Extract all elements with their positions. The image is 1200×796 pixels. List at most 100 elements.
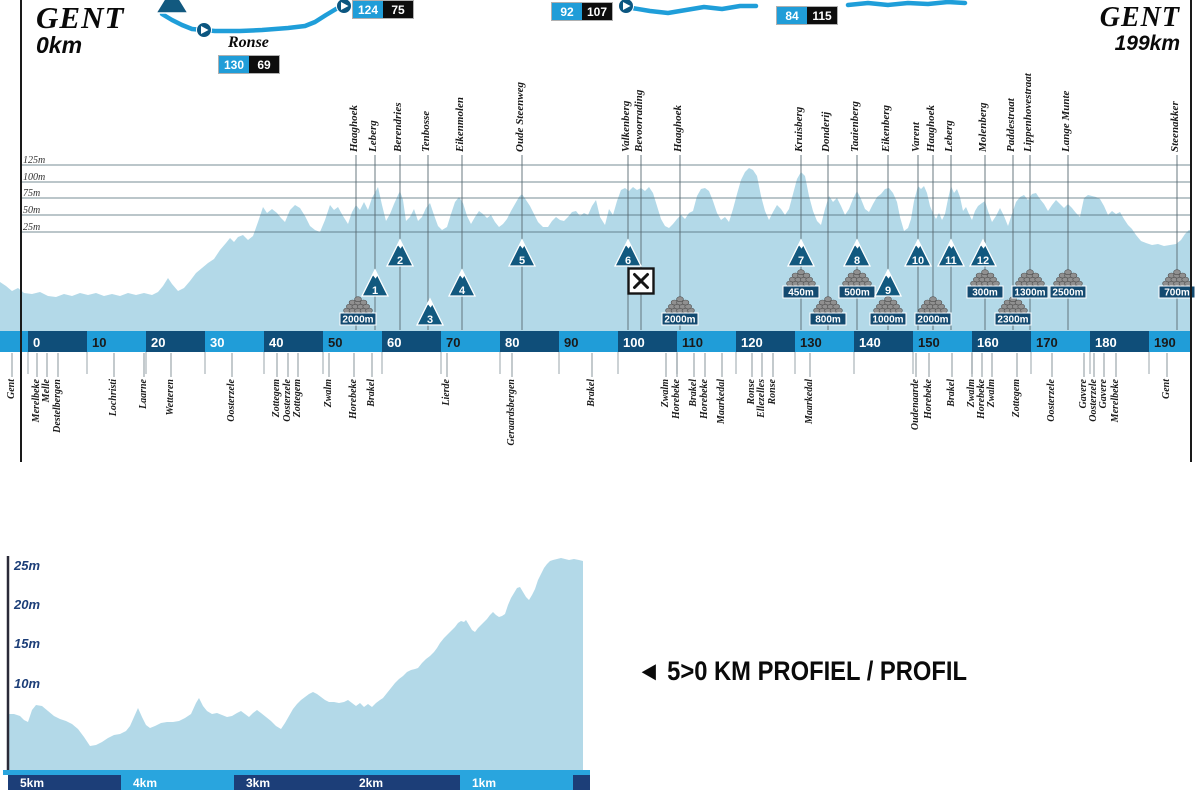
snow-cap: [425, 299, 435, 308]
snow-cap: [370, 270, 380, 279]
km-tick-label: 140: [859, 335, 881, 350]
cobble-stone: [681, 299, 690, 306]
km-badge: 124 75: [352, 0, 414, 19]
km-tick-label: 110: [682, 335, 703, 350]
town-label: Horebeke: [671, 379, 682, 419]
climb-label: Kruisberg: [793, 106, 805, 152]
final-bar-strip: [3, 770, 590, 775]
gridline-label: 75m: [23, 188, 40, 199]
town-label: Zwalm: [323, 379, 334, 408]
climb-label: Berendries: [392, 102, 404, 153]
km-tick-label: 120: [741, 335, 763, 350]
cobble-stone: [1069, 272, 1078, 279]
snow-cap: [517, 240, 527, 249]
final-km-label: 5km: [20, 776, 44, 790]
cobble-stone: [1178, 272, 1187, 279]
cobble-length-box: [661, 312, 699, 326]
cobble-length-box: [339, 312, 377, 326]
cobble-length-label: 2000m: [664, 315, 695, 326]
town-label: Gent: [6, 379, 17, 399]
cobble-stone: [986, 272, 995, 279]
cobble-stone: [853, 269, 861, 276]
mountain-shape: [786, 238, 816, 267]
final-bar-segment: [234, 775, 347, 790]
km-bar-leadin: [0, 331, 28, 352]
town-label: Brakel: [366, 379, 377, 407]
cobble-stone: [802, 272, 811, 279]
climb-label: Haaghoek: [348, 104, 360, 152]
mountain-shape: [507, 238, 537, 267]
climb-label: Bevoorrading: [633, 89, 645, 152]
km-done-value: 92: [552, 3, 582, 20]
climb-label: Lippenhovestraat: [1022, 73, 1034, 152]
final-y-label: 15m: [14, 636, 40, 651]
start-km-label: 0km: [36, 32, 83, 58]
cobbles-icon: 700m: [1158, 269, 1196, 299]
mountain-shape: [385, 238, 415, 267]
km-tick-label: 60: [387, 335, 401, 350]
final-y-label: 10m: [14, 676, 40, 691]
km-done-value: 84: [777, 7, 807, 24]
route-line-1: [629, 3, 759, 16]
snow-cap: [978, 240, 988, 249]
climb-label: Eikenberg: [880, 104, 892, 152]
climb-number: 5: [519, 255, 525, 267]
climb-number-icon: 7: [786, 238, 816, 267]
climb-number: 3: [427, 314, 433, 326]
final-km-label: 2km: [359, 776, 383, 790]
final-elevation-area: [8, 558, 583, 770]
km-bar-segment: [87, 331, 146, 352]
climb-label: Leberg: [367, 120, 379, 152]
cobble-stone: [354, 296, 362, 303]
cobbles-icon: 2000m: [914, 296, 952, 326]
page-border-left: [20, 0, 22, 462]
cobble-length-box: [1011, 285, 1049, 299]
route-arrow-head: [623, 2, 631, 10]
final-5km-caption: ◄ 5>0 KM PROFIEL / PROFIL: [637, 656, 968, 686]
final-km-label: 4km: [133, 776, 157, 790]
km-bar-segment: [264, 331, 323, 352]
climb-label: Haaghoek: [925, 104, 937, 152]
snow-cap: [796, 240, 806, 249]
km-tick-label: 100: [623, 335, 645, 350]
km-bar-segment: [1090, 331, 1149, 352]
gridline-label: 25m: [23, 222, 40, 233]
cobble-length-box: [994, 312, 1032, 326]
km-tick-label: 190: [1154, 335, 1176, 350]
town-label: Geraardsbergen: [506, 379, 517, 446]
cobble-length-label: 700m: [1164, 288, 1190, 299]
route-map: [154, 0, 968, 38]
start-city-label: GENT: [36, 0, 125, 35]
km-bar-segment: [795, 331, 854, 352]
cobble-length-label: 300m: [972, 288, 998, 299]
final-5km-chart: 25m 20m 15m 10m 5km 4km 3km 2km 1km: [3, 556, 590, 790]
km-tick-label: 170: [1036, 335, 1058, 350]
km-togo-value: 69: [249, 56, 279, 73]
climb-label: Eikenmolen: [454, 96, 466, 152]
km-bar-segment: [559, 331, 618, 352]
mountain-shape: [842, 238, 872, 267]
climb-number: 10: [912, 255, 924, 267]
cobble-length-box: [838, 285, 876, 299]
town-label: Lochristi: [108, 379, 119, 417]
finish-header: GENT 199km: [1099, 2, 1180, 56]
km-tick-label: 80: [505, 335, 519, 350]
marker-icons: 2000m 2000m 450m 800m 500m 1000m 2000m 300m 2300…: [339, 238, 1196, 326]
cobbles-icon: 1300m: [1011, 269, 1049, 299]
cobble-stone: [858, 272, 867, 279]
town-label: Lierde: [441, 379, 452, 406]
km-bar-segment: [146, 331, 205, 352]
feed-zone-icon: [627, 267, 655, 295]
km-tick-label: 10: [92, 335, 106, 350]
town-label: Oudenaarde: [910, 379, 921, 431]
cobble-length-label: 2000m: [917, 315, 948, 326]
finish-city-label: GENT: [1099, 2, 1180, 33]
climb-number: 1: [372, 285, 378, 297]
final-bar-segment: [121, 775, 234, 790]
snow-cap: [395, 240, 405, 249]
km-bar-segment: [677, 331, 736, 352]
km-tick-label: 20: [151, 335, 165, 350]
page-border-right: [1190, 0, 1192, 462]
km-togo-value: 107: [582, 3, 612, 20]
